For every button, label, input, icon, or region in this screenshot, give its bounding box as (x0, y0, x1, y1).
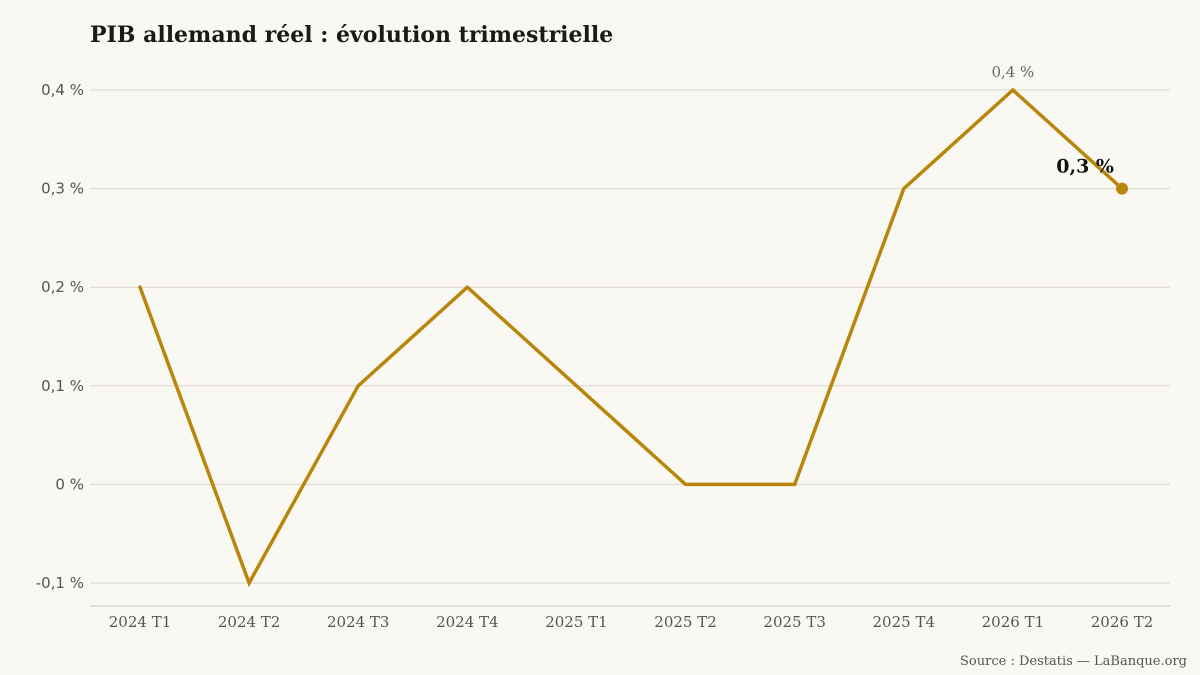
data-point (138, 285, 142, 289)
x-tick-label: 2024 T1 (109, 613, 172, 631)
data-point (793, 482, 797, 486)
data-point (356, 384, 360, 388)
y-tick-label: 0,3 % (41, 180, 84, 198)
y-tick-label: 0,4 % (41, 81, 84, 99)
x-tick-label: 2024 T3 (327, 613, 390, 631)
chart-title: PIB allemand réel : évolution trimestrie… (90, 22, 613, 48)
y-tick-label: 0 % (55, 475, 84, 493)
data-points (138, 88, 1124, 585)
last-point-marker (1116, 182, 1128, 195)
data-point (1011, 88, 1015, 92)
x-tick-label: 2025 T1 (545, 613, 608, 631)
y-axis-ticks: -0,1 % 0 % 0,1 % 0,2 % 0,3 % 0,4 % (36, 81, 84, 592)
x-tick-label: 2025 T3 (763, 613, 826, 631)
data-point (465, 285, 469, 289)
x-axis-ticks: 2024 T1 2024 T2 2024 T3 2024 T4 2025 T1 2025 … (109, 613, 1154, 631)
peak-value-label: 0,4 % (991, 63, 1034, 81)
x-tick-label: 2026 T1 (982, 613, 1045, 631)
grid-lines (90, 89, 1170, 584)
x-tick-label: 2026 T2 (1091, 613, 1154, 631)
source-note: Source : Destatis — LaBanque.org (960, 654, 1187, 669)
y-tick-label: -0,1 % (36, 574, 84, 592)
x-tick-label: 2025 T2 (654, 613, 717, 631)
y-tick-label: 0,1 % (41, 377, 84, 395)
last-value-label: 0,3 % (1056, 156, 1114, 178)
data-point (574, 384, 578, 388)
y-tick-label: 0,2 % (41, 278, 84, 296)
series-line (138, 87, 1124, 588)
x-tick-label: 2025 T4 (873, 613, 936, 631)
x-tick-label: 2024 T4 (436, 613, 499, 631)
data-point (247, 581, 251, 585)
data-point (684, 482, 688, 486)
x-tick-label: 2024 T2 (218, 613, 281, 631)
data-point (902, 187, 906, 191)
